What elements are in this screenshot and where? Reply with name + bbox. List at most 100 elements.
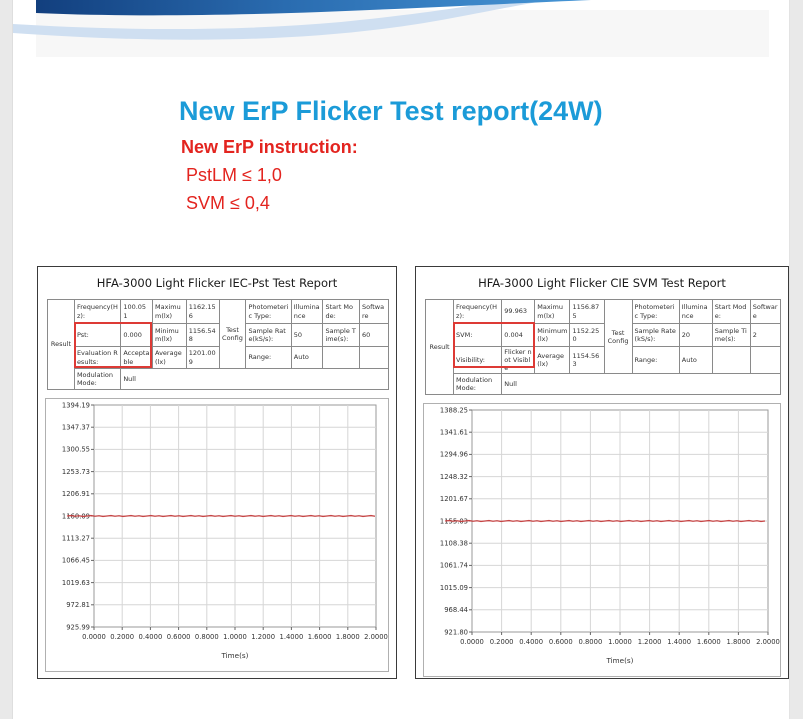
- metric-value-cell: 0.000: [120, 323, 154, 347]
- average-value-cell: 1154.563: [569, 345, 605, 375]
- sample-rate-value-cell: 20: [678, 323, 713, 347]
- instruction-line-pstlm: PstLM ≤ 1,0: [186, 165, 282, 185]
- svg-text:0.6000: 0.6000: [167, 633, 191, 641]
- svg-text:1388.25: 1388.25: [440, 407, 468, 415]
- svg-text:0.8000: 0.8000: [195, 633, 219, 641]
- svg-text:1108.38: 1108.38: [440, 540, 468, 548]
- svg-text:0.8000: 0.8000: [579, 638, 603, 646]
- maximum-label-cell: Maximum(lx): [152, 299, 187, 324]
- result-table: Result Frequency(Hz): 99.963 Maximum(lx)…: [424, 298, 782, 396]
- svg-text:972.81: 972.81: [66, 601, 90, 609]
- empty-label-cell: [711, 345, 751, 375]
- evaluation-label-cell: Evaluation Results:: [73, 346, 122, 369]
- svg-text:0.4000: 0.4000: [139, 633, 163, 641]
- photometric-type-label-cell: Photometeric Type:: [631, 299, 680, 324]
- metric-label-cell: Pst:: [73, 323, 122, 347]
- start-mode-label-cell: Start Mode:: [711, 299, 751, 324]
- sample-rate-label-cell: Sample Rate(kS/s):: [245, 323, 292, 347]
- result-table: Result Frequency(Hz): 100.051 Maximum(lx…: [47, 299, 390, 390]
- modulation-mode-value-cell: Null: [501, 373, 781, 396]
- svg-text:1347.37: 1347.37: [62, 424, 90, 432]
- svg-text:968.44: 968.44: [444, 606, 468, 614]
- svg-text:1061.74: 1061.74: [440, 562, 468, 570]
- empty-label-cell: [322, 346, 360, 369]
- sample-time-label-cell: Sample Time(s):: [322, 323, 360, 347]
- svg-text:0.2000: 0.2000: [110, 633, 134, 641]
- result-table-wrap: Result Frequency(Hz): 100.051 Maximum(lx…: [47, 299, 390, 390]
- svg-text:0.0000: 0.0000: [82, 633, 106, 641]
- start-mode-value-cell: Software: [749, 299, 782, 324]
- test-config-label-cell: Test Config: [218, 299, 247, 369]
- photometric-type-value-cell: Illuminance: [290, 299, 324, 324]
- svg-text:Time(s): Time(s): [221, 651, 249, 660]
- flicker-line-chart: 0.0000 0.2000 0.4000 0.6000 0.8000 1.0000 1.20…: [424, 404, 780, 676]
- svg-text:1300.55: 1300.55: [62, 446, 90, 454]
- svg-text:1066.45: 1066.45: [62, 557, 90, 565]
- frequency-label-cell: Frequency(Hz):: [73, 299, 122, 324]
- instruction-heading: New ErP instruction:: [181, 137, 358, 157]
- svg-text:1248.32: 1248.32: [440, 473, 468, 481]
- start-mode-label-cell: Start Mode:: [322, 299, 360, 324]
- evaluation-value-cell: Acceptable: [120, 346, 154, 369]
- svg-text:1294.96: 1294.96: [440, 451, 468, 459]
- maximum-value-cell: 1156.875: [569, 299, 605, 324]
- empty-value-cell: [358, 346, 390, 369]
- report-title: HFA-3000 Light Flicker CIE SVM Test Repo…: [478, 276, 726, 290]
- modulation-mode-value-cell: Null: [120, 368, 389, 390]
- svg-text:1113.27: 1113.27: [62, 535, 90, 543]
- evaluation-label-cell: Visibility:: [453, 345, 503, 375]
- reports-row: HFA-3000 Light Flicker IEC-Pst Test Repo…: [37, 266, 789, 679]
- svg-text:1015.09: 1015.09: [440, 584, 468, 592]
- empty-value-cell: [749, 345, 782, 375]
- metric-value-cell: 0.004: [501, 323, 536, 347]
- frequency-label-cell: Frequency(Hz):: [453, 299, 503, 324]
- instruction-line-svm: SVM ≤ 0,4: [186, 193, 270, 213]
- sample-time-value-cell: 2: [749, 323, 782, 347]
- start-mode-value-cell: Software: [358, 299, 390, 324]
- frequency-value-cell: 99.963: [501, 299, 536, 324]
- report-panel: HFA-3000 Light Flicker IEC-Pst Test Repo…: [37, 266, 397, 679]
- metric-label-cell: SVM:: [453, 323, 503, 347]
- header-wave-decoration: [13, 0, 789, 62]
- svg-text:1.4000: 1.4000: [280, 633, 304, 641]
- minimum-label-cell: Minimum(lx): [152, 323, 187, 347]
- svg-text:1.0000: 1.0000: [608, 638, 632, 646]
- svg-text:1019.63: 1019.63: [62, 579, 90, 587]
- maximum-label-cell: Maximum(lx): [534, 299, 571, 324]
- svg-text:1201.67: 1201.67: [440, 495, 468, 503]
- flicker-line-chart: 0.0000 0.2000 0.4000 0.6000 0.8000 1.0000 1.20…: [46, 399, 388, 671]
- svg-text:1.6000: 1.6000: [308, 633, 332, 641]
- svg-text:1.4000: 1.4000: [667, 638, 691, 646]
- svg-text:1394.19: 1394.19: [62, 401, 90, 409]
- svg-text:0.6000: 0.6000: [549, 638, 573, 646]
- range-value-cell: Auto: [678, 345, 713, 375]
- average-value-cell: 1201.009: [185, 346, 220, 369]
- report-panel: HFA-3000 Light Flicker CIE SVM Test Repo…: [415, 266, 789, 679]
- svg-text:Time(s): Time(s): [606, 656, 634, 665]
- svg-text:1.6000: 1.6000: [697, 638, 721, 646]
- svg-text:925.99: 925.99: [66, 623, 90, 631]
- average-label-cell: Average(lx): [152, 346, 187, 369]
- page-title: New ErP Flicker Test report(24W): [179, 96, 603, 126]
- svg-text:1.2000: 1.2000: [251, 633, 275, 641]
- svg-text:1.8000: 1.8000: [727, 638, 751, 646]
- svg-text:2.0000: 2.0000: [364, 633, 388, 641]
- sample-time-label-cell: Sample Time(s):: [711, 323, 751, 347]
- svg-text:1206.91: 1206.91: [62, 490, 90, 498]
- svg-text:1.8000: 1.8000: [336, 633, 360, 641]
- minimum-label-cell: Minimum(lx): [534, 323, 571, 347]
- svg-text:0.2000: 0.2000: [490, 638, 514, 646]
- svg-text:0.0000: 0.0000: [460, 638, 484, 646]
- result-table-wrap: Result Frequency(Hz): 99.963 Maximum(lx)…: [424, 298, 782, 396]
- minimum-value-cell: 1152.250: [569, 323, 605, 347]
- svg-text:0.4000: 0.4000: [519, 638, 543, 646]
- range-label-cell: Range:: [631, 345, 680, 375]
- light-blue-wave: [13, 0, 549, 40]
- svg-text:1.2000: 1.2000: [638, 638, 662, 646]
- photometric-type-value-cell: Illuminance: [678, 299, 713, 324]
- dark-blue-wave: [36, 0, 591, 16]
- result-label-cell: Result: [424, 298, 455, 396]
- svg-text:1341.61: 1341.61: [440, 429, 468, 437]
- range-value-cell: Auto: [290, 346, 324, 369]
- chart-frame: 0.0000 0.2000 0.4000 0.6000 0.8000 1.0000 1.20…: [423, 403, 781, 678]
